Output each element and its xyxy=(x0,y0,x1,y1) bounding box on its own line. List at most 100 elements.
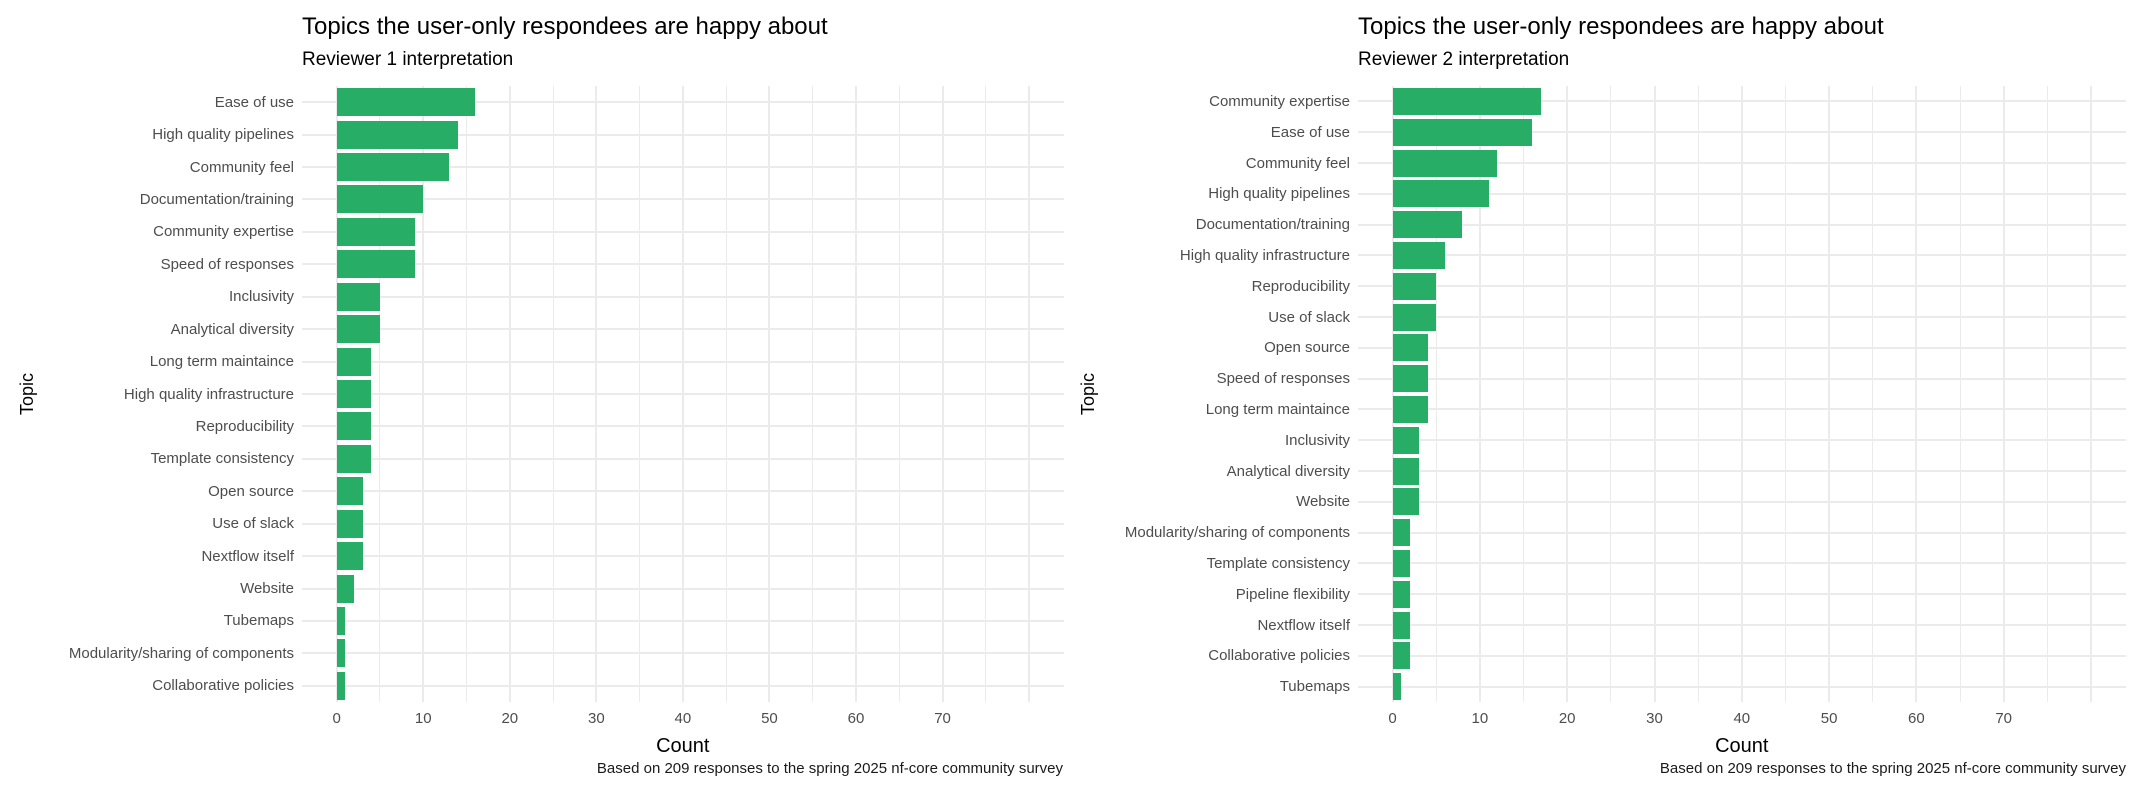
y-gridline xyxy=(302,457,1064,460)
x-tick-label: 10 xyxy=(414,710,432,727)
y-gridline xyxy=(302,587,1064,590)
category-label: High quality infrastructure xyxy=(1179,246,1350,264)
bar xyxy=(336,120,458,149)
y-gridline xyxy=(1357,593,2126,596)
bar xyxy=(336,412,372,441)
y-gridline xyxy=(302,230,1064,233)
bar xyxy=(1392,149,1498,177)
y-gridline xyxy=(1357,562,2126,565)
bar xyxy=(1392,457,1419,485)
category-label: Ease of use xyxy=(214,93,294,111)
x-gridline xyxy=(1478,86,1481,702)
x-tick-label: 10 xyxy=(1471,710,1489,727)
category-label: Open source xyxy=(1264,339,1350,357)
bar xyxy=(336,542,363,571)
x-tick-label: 0 xyxy=(332,710,341,727)
category-label: Inclusivity xyxy=(228,288,294,306)
y-gridline xyxy=(1357,131,2126,134)
category-label: Documentation/training xyxy=(1195,216,1350,234)
category-label: Analytical diversity xyxy=(1226,462,1350,480)
bar xyxy=(336,477,363,506)
category-label: Open source xyxy=(208,482,294,500)
y-gridline xyxy=(1357,685,2126,688)
bar xyxy=(1392,334,1428,362)
y-gridline xyxy=(302,263,1064,266)
category-label: Community feel xyxy=(1245,154,1350,172)
x-tick-label: 20 xyxy=(501,710,519,727)
category-label: Community expertise xyxy=(1209,92,1350,110)
category-label: Nextflow itself xyxy=(201,547,294,565)
category-label: Reproducibility xyxy=(1251,277,1350,295)
y-axis-title: Topic xyxy=(1078,372,1098,416)
category-label: Collaborative policies xyxy=(1208,647,1350,665)
y-gridline xyxy=(302,295,1064,298)
y-gridline xyxy=(1357,346,2126,349)
y-gridline xyxy=(302,360,1064,363)
x-tick-label: 50 xyxy=(761,710,778,727)
bar xyxy=(336,88,476,117)
bar xyxy=(336,509,363,538)
x-tick-label: 60 xyxy=(847,710,865,727)
y-gridline xyxy=(1357,624,2126,626)
category-label: Pipeline flexibility xyxy=(1235,585,1350,603)
y-gridline xyxy=(302,101,1064,104)
bar xyxy=(336,282,380,311)
category-label: Inclusivity xyxy=(1284,431,1350,449)
chart-subtitle: Reviewer 1 interpretation xyxy=(302,49,514,70)
y-gridline xyxy=(1357,254,2126,257)
y-gridline xyxy=(1357,100,2126,103)
x-gridline xyxy=(1653,86,1656,702)
bar xyxy=(1392,611,1411,639)
x-tick-label: 20 xyxy=(1558,710,1576,727)
x-tick-label: 50 xyxy=(1820,710,1838,727)
x-gridline xyxy=(2046,86,2048,702)
y-gridline xyxy=(1357,192,2126,195)
category-label: Modularity/sharing of components xyxy=(68,644,294,662)
category-label: Community feel xyxy=(189,158,294,176)
x-tick-label: 0 xyxy=(1388,710,1397,727)
category-label: Tubemaps xyxy=(1279,678,1350,696)
caption: Based on 209 responses to the spring 202… xyxy=(1659,760,2126,777)
y-gridline xyxy=(302,425,1064,428)
x-gridline xyxy=(1566,86,1569,702)
x-gridline xyxy=(1435,86,1437,702)
category-label: Documentation/training xyxy=(139,190,294,208)
bar xyxy=(336,250,415,279)
x-gridline xyxy=(1872,86,1874,702)
bar xyxy=(336,671,346,700)
bar xyxy=(336,574,354,603)
x-gridline xyxy=(1610,86,1612,702)
y-gridline xyxy=(302,166,1064,169)
bar xyxy=(1392,580,1411,608)
bar xyxy=(1392,272,1437,300)
category-label: High quality pipelines xyxy=(1208,185,1350,203)
bar xyxy=(1392,426,1419,454)
y-gridline xyxy=(1357,500,2126,503)
y-gridline xyxy=(302,198,1064,201)
y-gridline xyxy=(1357,531,2126,534)
category-label: High quality infrastructure xyxy=(123,385,294,403)
category-label: Tubemaps xyxy=(223,612,294,630)
x-gridline xyxy=(1697,86,1699,702)
category-label: Collaborative policies xyxy=(152,677,294,695)
y-gridline xyxy=(302,522,1064,525)
y-gridline xyxy=(1357,162,2126,164)
bar xyxy=(1392,241,1445,269)
category-label: Website xyxy=(1296,493,1350,511)
category-label: Analytical diversity xyxy=(170,320,294,338)
x-tick-label: 40 xyxy=(1733,710,1751,727)
bar xyxy=(1392,673,1402,701)
x-gridline xyxy=(1523,86,1525,702)
category-label: Modularity/sharing of components xyxy=(1124,524,1350,542)
bar xyxy=(1392,180,1489,208)
bar xyxy=(1392,365,1428,393)
category-label: Use of slack xyxy=(212,515,294,533)
bar xyxy=(336,185,424,214)
category-label: Use of slack xyxy=(1268,308,1350,326)
x-tick-label: 60 xyxy=(1908,710,1925,727)
y-gridline xyxy=(1357,285,2126,288)
x-tick-label: 30 xyxy=(1646,710,1663,727)
y-gridline xyxy=(302,652,1064,655)
bar xyxy=(336,347,372,376)
